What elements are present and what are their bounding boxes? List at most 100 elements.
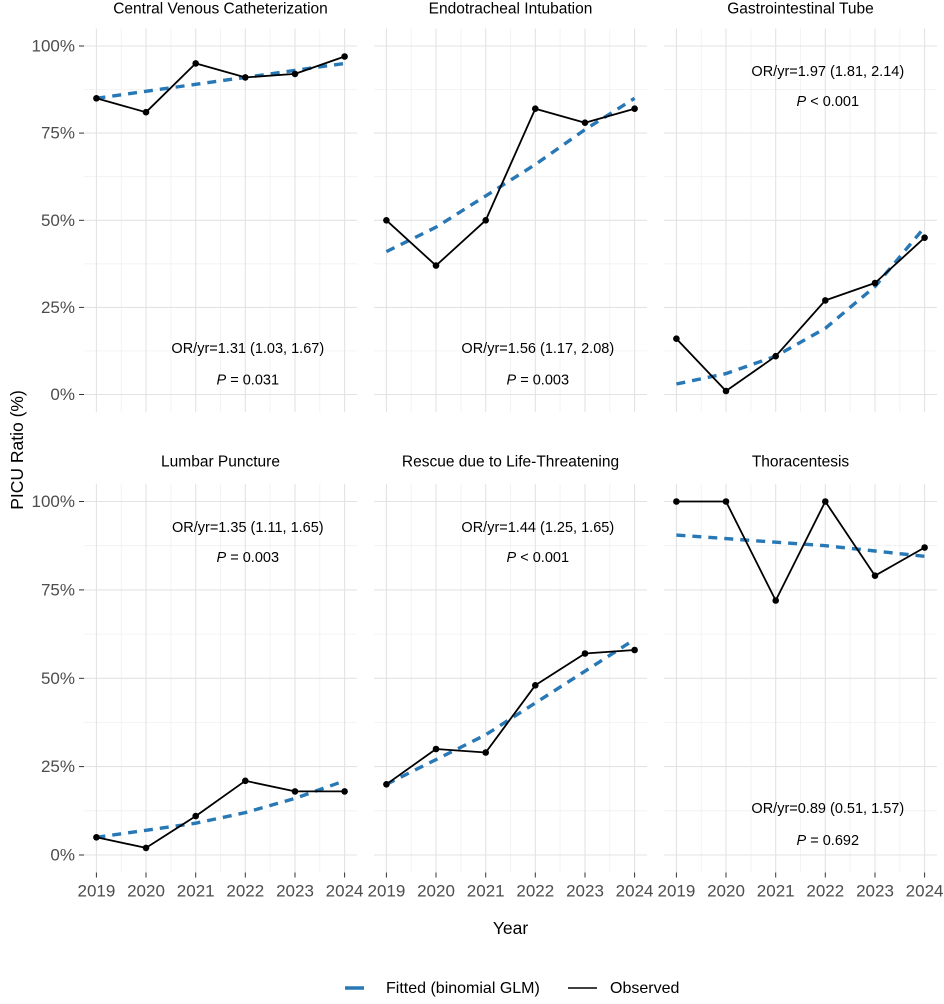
observed-line [385,649,635,786]
legend-label-observed: Observed [610,980,679,997]
annotation-p-number: = 0.692 [806,833,859,849]
y-axis-tick-label: 0% [50,846,75,865]
annotation-odds-ratio: OR/yr=1.56 (1.17, 2.08) [461,341,614,357]
annotation-p-symbol: P [507,550,517,566]
x-axis-tick-label: 2019 [657,882,695,901]
y-axis-tick-label: 0% [50,385,75,404]
y-axis-tick-label: 25% [41,298,75,317]
observed-point [581,650,589,657]
x-axis-tick-label: 2020 [707,882,745,901]
observed-point [291,70,299,78]
x-axis-title: Year [493,918,529,938]
annotation-odds-ratio: OR/yr=1.97 (1.81, 2.14) [751,64,904,80]
observed-point [673,498,680,505]
observed-point [432,262,440,269]
observed-point [341,53,348,60]
annotation-p-symbol: P [507,373,517,389]
annotation-p-value: P = 0.031 [217,373,279,389]
legend: Fitted (binomial GLM) Observed [345,980,679,997]
fitted-glm-line [96,779,346,839]
observed-point [192,812,199,820]
annotation-p-value: P = 0.692 [797,833,859,849]
annotation-p-value: P = 0.003 [507,373,569,389]
annotation-p-number: = 0.003 [226,550,279,566]
legend-label-fitted: Fitted (binomial GLM) [386,980,540,997]
x-axis-tick-label: 2023 [856,882,894,901]
x-axis-tick-label: 2023 [276,882,314,901]
y-axis-tick-label: 100% [32,37,75,56]
y-axis-tick-label: 25% [41,757,75,776]
x-axis-tick-label: 2023 [566,882,604,901]
annotation-odds-ratio: OR/yr=1.44 (1.25, 1.65) [461,520,614,536]
annotation-p-symbol: P [217,373,227,389]
observed-point [631,646,638,654]
observed-point [242,74,249,81]
annotation-p-symbol: P [217,550,227,566]
fitted-glm-line [676,226,926,386]
annotation-p-number: = 0.031 [226,373,279,389]
facet-panel-endotracheal-intubation: Endotracheal Intubation OR/yr=1.56 (1.17,… [374,1,647,412]
observed-point [432,745,440,753]
observed-point [673,335,680,343]
observed-point [192,60,199,67]
facet-title: Gastrointestinal Tube [727,1,873,18]
observed-point [921,234,928,241]
annotation-odds-ratio: OR/yr=1.35 (1.11, 1.65) [172,520,324,536]
x-axis-tick-label: 2024 [906,882,944,901]
x-axis-tick-label: 2020 [127,882,165,901]
y-axis-tick-label: 50% [41,669,75,688]
x-axis-tick-label: 2022 [226,882,264,901]
observed-point [631,105,638,112]
observed-point [341,788,348,795]
observed-point [142,108,150,116]
facet-title: Lumbar Puncture [161,454,280,471]
observed-point [722,387,730,395]
y-axis-title: PICU Ratio (%) [7,390,27,510]
annotation-p-value: P < 0.001 [507,550,569,566]
annotation-p-number: = 0.003 [516,373,569,389]
fitted-glm-line [385,96,636,254]
observed-point [383,781,390,788]
y-axis-tick-label: 100% [32,492,75,511]
x-axis-tick-label: 2019 [367,882,405,901]
facet-panel-thoracentesis: Thoracentesis OR/yr=0.89 (0.51, 1.57) P = … [664,454,937,873]
observed-point [532,105,539,112]
facet-title: Thoracentesis [752,454,850,471]
observed-point [822,498,829,505]
x-axis-tick-label: 2021 [177,882,215,901]
observed-line [96,779,345,849]
observed-point [93,834,100,841]
x-axis-tick-label: 2019 [77,882,115,901]
facet-panel-rescue-due-to-life-threatening: Rescue due to Life-Threatening OR/yr=1.44… [374,454,647,873]
annotation-p-symbol: P [797,833,807,849]
annotation-odds-ratio: OR/yr=0.89 (0.51, 1.57) [751,801,904,817]
x-axis-tick-label: 2022 [806,882,844,901]
x-axis-tick-label: 2021 [467,882,505,901]
observed-line [676,500,926,602]
observed-point [532,682,539,689]
observed-point [242,777,249,785]
observed-point [772,352,779,360]
observed-point [383,217,390,224]
observed-point [291,788,299,795]
facet-panel-gastrointestinal-tube: Gastrointestinal Tube OR/yr=1.97 (1.81, 2… [664,1,937,412]
annotation-p-symbol: P [797,94,807,110]
facet-title: Central Venous Catheterization [113,1,328,18]
annotation-p-number: < 0.001 [806,94,859,110]
observed-point [482,217,490,224]
observed-point [581,119,589,126]
observed-line [96,55,345,114]
x-axis-tick-label: 2024 [616,882,654,901]
observed-point [482,749,490,756]
annotation-p-value: P < 0.001 [797,94,859,110]
observed-line [675,237,926,392]
observed-point [722,498,730,505]
observed-point [142,844,150,852]
observed-point [93,95,100,102]
facet-title: Rescue due to Life-Threatening [402,454,619,471]
x-axis-tick-label: 2021 [757,882,795,901]
y-axis-tick-label: 50% [41,211,75,230]
y-axis-tick-label: 75% [41,124,75,143]
annotation-p-value: P = 0.003 [217,550,279,566]
